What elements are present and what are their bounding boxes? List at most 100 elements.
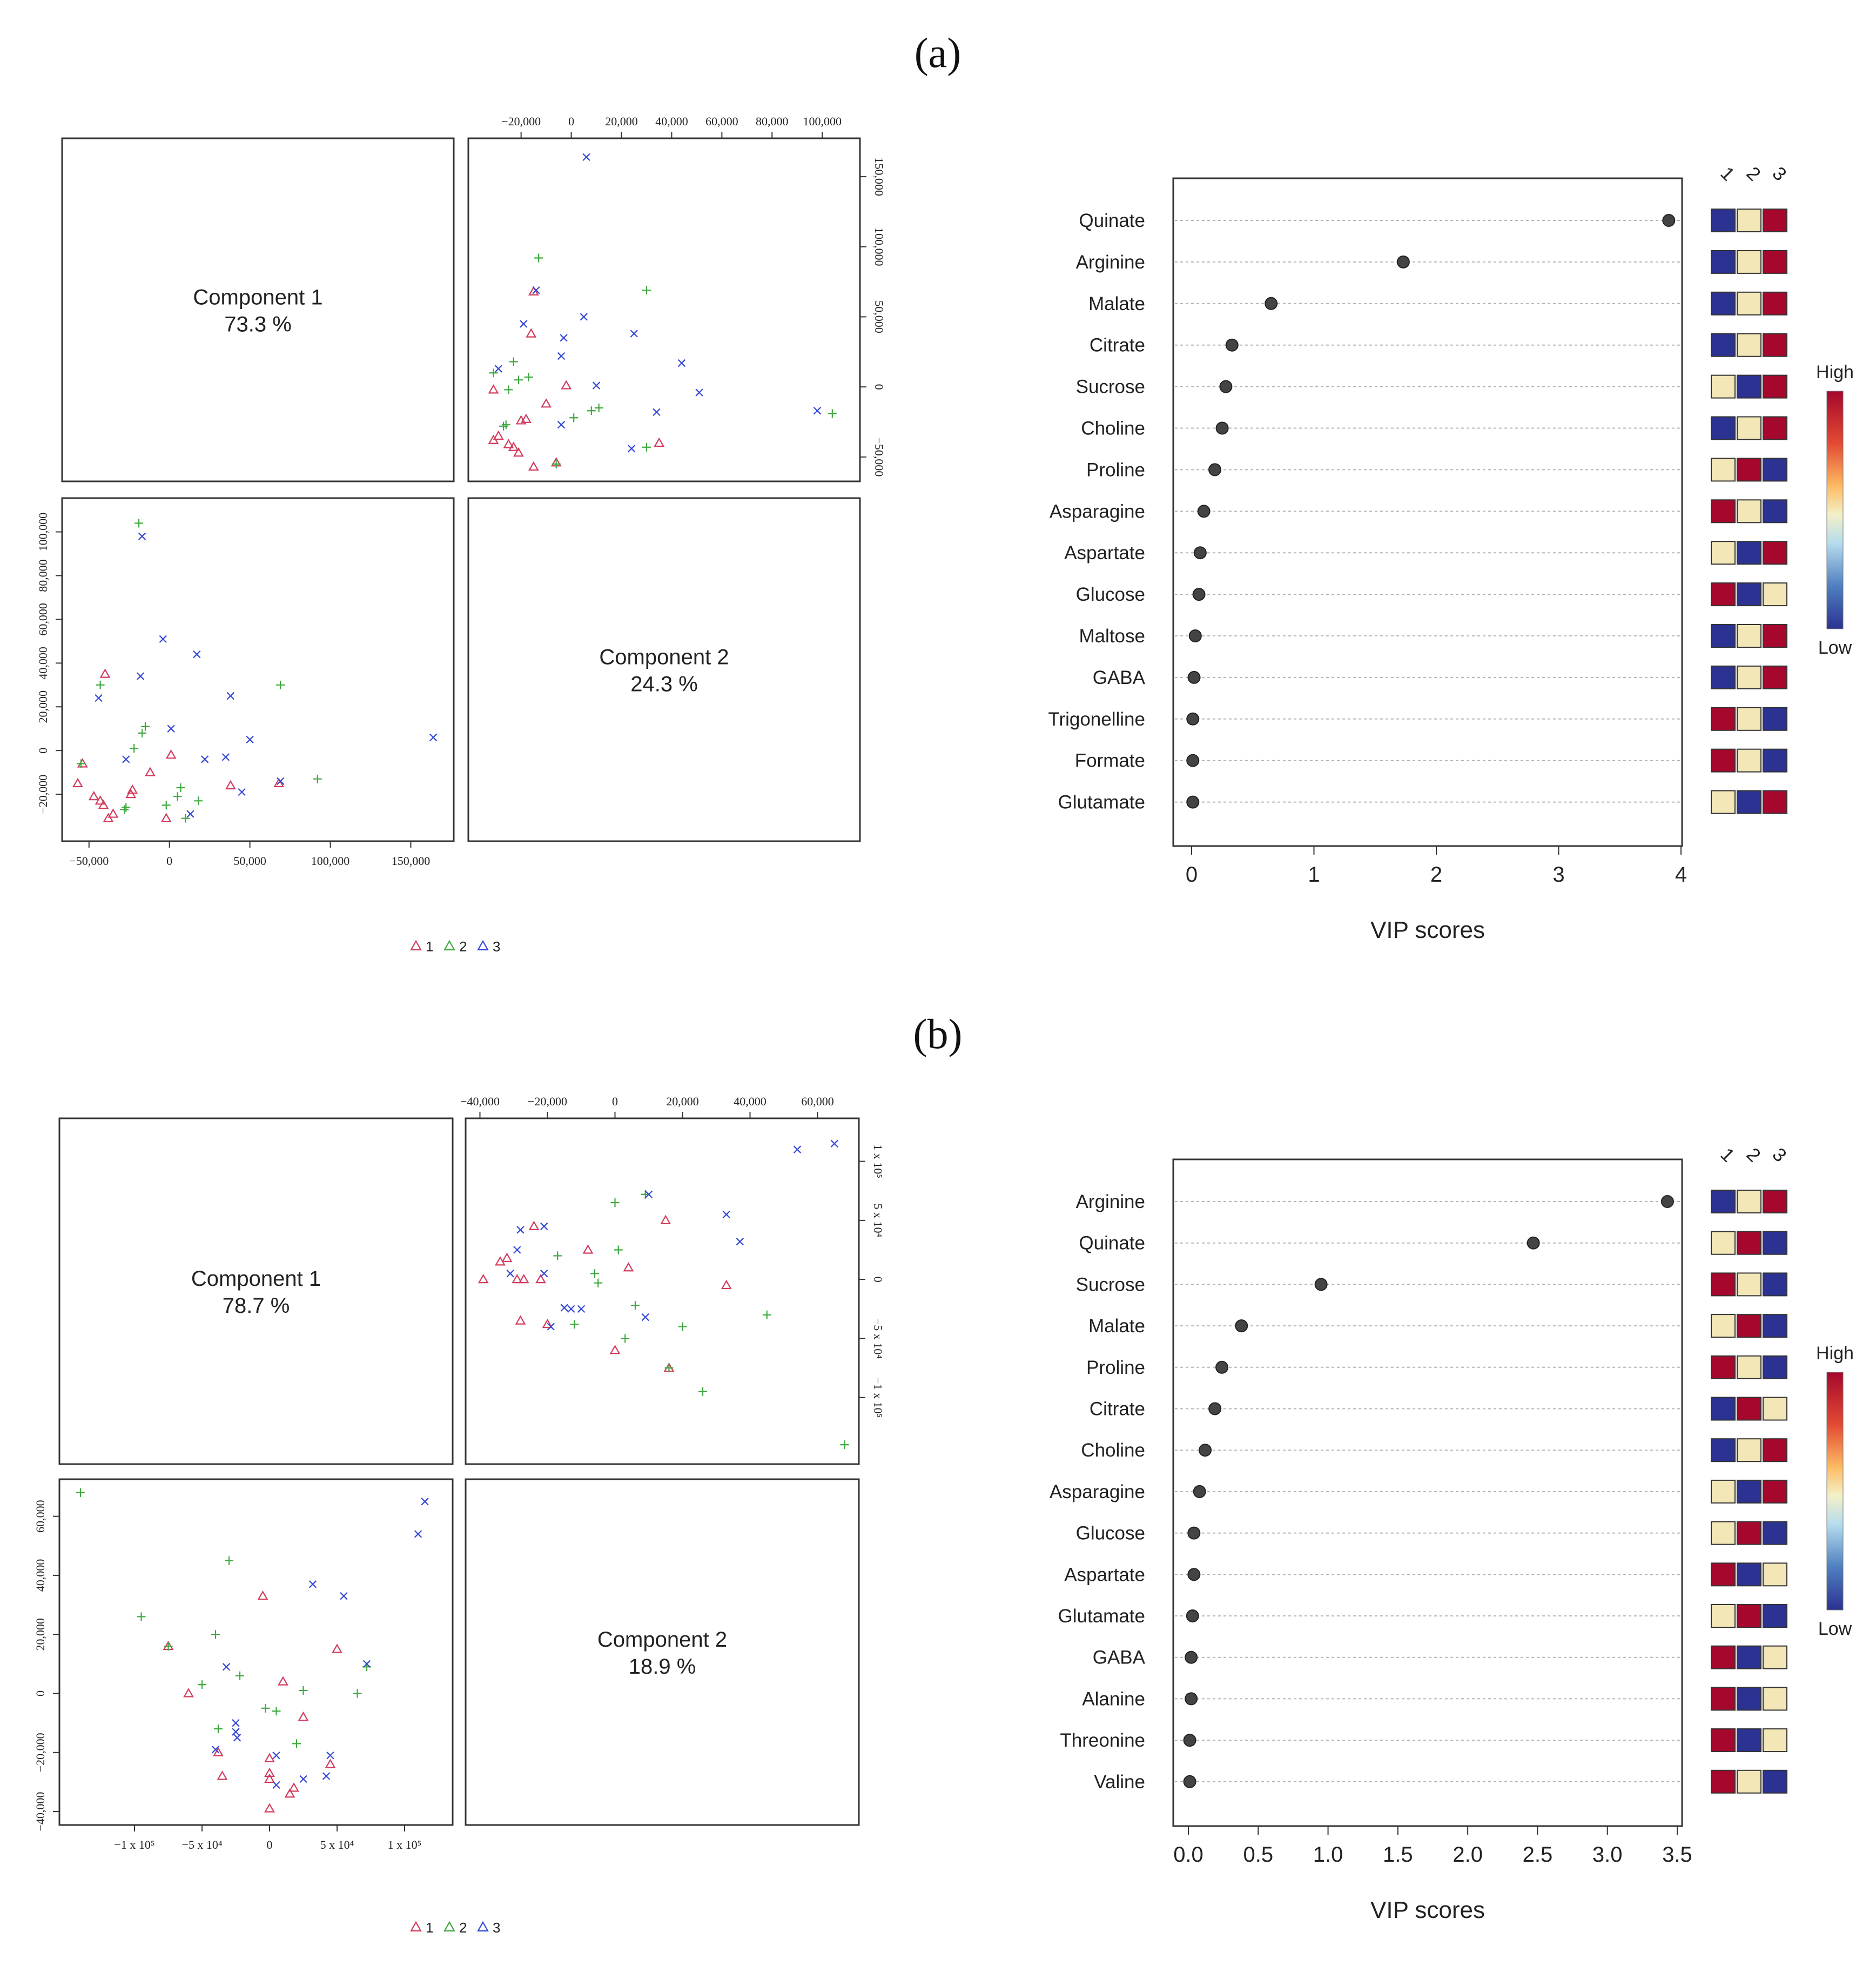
heat-low-label: Low xyxy=(1818,638,1852,658)
data-point-group-3 xyxy=(540,1222,548,1230)
data-point-group-3 xyxy=(644,1190,653,1198)
data-point-group-2 xyxy=(137,1612,146,1621)
data-point-group-2 xyxy=(553,1251,562,1260)
data-point-group-2 xyxy=(569,413,579,422)
data-point-group-2 xyxy=(552,459,561,468)
data-point-group-1 xyxy=(541,398,552,408)
metabolite-label: Citrate xyxy=(1090,1399,1145,1420)
heat-cell xyxy=(1711,374,1736,399)
data-point-group-3 xyxy=(547,1323,555,1331)
heat-cell xyxy=(1737,499,1761,524)
data-point-group-3 xyxy=(186,810,194,818)
heat-header-3: 3 xyxy=(1768,163,1790,185)
heat-cell xyxy=(1763,1645,1787,1669)
heat-cell xyxy=(1763,416,1787,440)
data-point-group-1 xyxy=(512,1273,523,1284)
component-1-label: Component 1 xyxy=(191,1267,321,1291)
data-point-group-2 xyxy=(610,1198,620,1207)
vip-point xyxy=(1186,712,1200,726)
metabolite-label: Quinate xyxy=(1079,1233,1145,1254)
x-tick-label: 3 xyxy=(1552,863,1564,887)
vip-point xyxy=(1197,505,1211,518)
metabolite-label: Choline xyxy=(1081,1440,1145,1461)
heat-cell xyxy=(1737,1438,1761,1462)
heat-cell xyxy=(1763,1479,1787,1504)
vip-dot-plot-b: 1 2 3 Arginine Quinate Sucrose Malate Proline Ci… xyxy=(1050,1144,1854,1923)
y-tick-label: 0 xyxy=(33,1690,47,1696)
panel-box-br xyxy=(467,497,861,842)
vip-point xyxy=(1235,1319,1248,1333)
data-point-group-3 xyxy=(201,755,209,763)
x-tick-label: 20,000 xyxy=(666,1095,699,1108)
data-point-group-1 xyxy=(515,1315,526,1325)
data-point-group-1 xyxy=(160,813,172,822)
x-tick-label: 0 xyxy=(612,1095,618,1108)
heat-cell xyxy=(1737,209,1761,232)
heat-cell xyxy=(1711,541,1736,565)
data-point-group-1 xyxy=(582,1244,594,1254)
data-point-group-1 xyxy=(217,1770,228,1780)
vip-point xyxy=(1208,463,1222,477)
data-point-group-2 xyxy=(225,1556,233,1565)
y-tick-label: 0 xyxy=(872,384,886,390)
heat-cell xyxy=(1711,1562,1736,1587)
metabolite-label: Alanine xyxy=(1082,1688,1145,1709)
heat-cell xyxy=(1763,1355,1787,1379)
data-point-group-2 xyxy=(621,1334,630,1343)
y-tick-label: 1 x 10⁵ xyxy=(871,1144,885,1178)
y-tick-label: −50,000 xyxy=(872,437,886,477)
data-point-group-1 xyxy=(528,461,539,471)
heat-low-label: Low xyxy=(1818,1619,1852,1639)
data-point-group-1 xyxy=(99,668,111,678)
data-point-group-3 xyxy=(560,334,568,342)
metabolite-label: Aspartate xyxy=(1064,542,1145,563)
y-tick-label: −20,000 xyxy=(36,775,50,814)
heat-cell xyxy=(1737,1190,1761,1213)
data-point-group-1 xyxy=(518,1273,529,1284)
vip-point xyxy=(1186,795,1200,809)
data-point-group-2 xyxy=(162,801,171,810)
heat-cell xyxy=(1763,458,1787,482)
legend-marker-2 xyxy=(443,940,455,951)
heat-cell xyxy=(1711,748,1736,773)
vip-point xyxy=(1193,546,1207,560)
data-point-group-2 xyxy=(173,792,182,801)
heat-cell xyxy=(1711,333,1736,357)
heat-cell xyxy=(1711,499,1736,524)
component-2-variance: 24.3 % xyxy=(630,673,698,696)
heat-cell xyxy=(1711,707,1736,731)
heat-cell xyxy=(1763,1521,1787,1545)
data-point-group-2 xyxy=(489,368,498,378)
heat-cell xyxy=(1737,458,1761,482)
vip-point xyxy=(1183,1775,1196,1788)
data-point-group-2 xyxy=(353,1689,362,1698)
data-point-group-1 xyxy=(95,795,106,805)
data-point-group-2 xyxy=(292,1739,301,1748)
heat-color-bar xyxy=(1826,1372,1844,1611)
data-point-group-1 xyxy=(72,777,83,788)
data-point-group-1 xyxy=(284,1788,295,1798)
data-point-group-1 xyxy=(501,1252,513,1262)
x-tick-label: 1.5 xyxy=(1383,1843,1413,1867)
data-point-group-3 xyxy=(567,1305,575,1313)
panel-label-a: (a) xyxy=(915,29,961,76)
heat-cell xyxy=(1737,790,1761,814)
data-point-group-3 xyxy=(580,313,588,321)
metabolite-label: Proline xyxy=(1086,459,1145,480)
metabolite-label: Malate xyxy=(1088,293,1145,314)
data-point-group-3 xyxy=(299,1775,307,1783)
y-tick-label: 150,000 xyxy=(872,157,886,196)
x-tick-label: 2 xyxy=(1430,863,1442,887)
heat-cell xyxy=(1737,707,1761,731)
metabolite-label: Threonine xyxy=(1060,1730,1145,1751)
heat-cell xyxy=(1737,582,1761,607)
panel-box-tr xyxy=(467,137,861,482)
heat-cell xyxy=(1737,1687,1761,1711)
data-point-group-2 xyxy=(122,803,131,812)
heat-cell xyxy=(1763,291,1787,316)
y-tick-label: 60,000 xyxy=(33,1500,47,1533)
data-point-group-3 xyxy=(277,777,285,786)
y-tick-label: −1 x 10⁵ xyxy=(871,1377,885,1418)
heat-cell xyxy=(1737,748,1761,773)
